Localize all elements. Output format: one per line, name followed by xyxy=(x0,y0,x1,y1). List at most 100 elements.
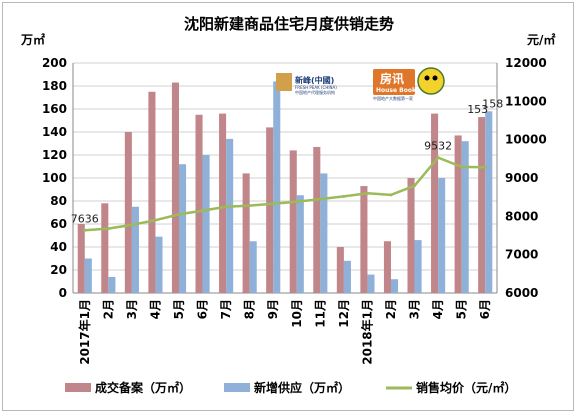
y-right-tick-label: 6000 xyxy=(505,286,538,300)
bar-deals xyxy=(266,127,274,294)
y-left-tick-label: 180 xyxy=(42,79,67,93)
y-right-tick-label: 7000 xyxy=(505,248,538,262)
y-left-tick-label: 20 xyxy=(50,263,67,277)
fresh-peak-logo-en: FRESH PEAK (CHINA) xyxy=(295,85,337,90)
house-book-logo-en: House Book xyxy=(376,87,417,94)
y-right-unit: 元/㎡ xyxy=(527,32,555,47)
price-point xyxy=(295,200,299,204)
bee-eye-left xyxy=(424,75,430,81)
bar-deals xyxy=(242,173,250,293)
x-axis: 2017年1月 2月 3月 4月 5月 6月 7月 8月 9月 10月 11月 12月 2018年1月 2… xyxy=(77,299,492,365)
bar-deals xyxy=(336,247,344,293)
data-label: 7636 xyxy=(71,212,99,225)
chart-svg: 沈阳新建商品住宅月度供销走势 万㎡ 元/㎡ 0 20 40 60 80 100 120 140… xyxy=(20,15,555,395)
chart-frame: 沈阳新建商品住宅月度供销走势 万㎡ 元/㎡ 0 20 40 60 80 100 120 140… xyxy=(2,2,574,411)
y-left-tick-label: 200 xyxy=(42,56,67,70)
bar-supply xyxy=(461,141,469,293)
y-right-tick-label: 11000 xyxy=(505,94,547,108)
bar-deals xyxy=(124,132,132,293)
y-left-tick-label: 120 xyxy=(42,148,67,162)
legend-label-price: 销售均价（元/㎡） xyxy=(416,380,516,395)
price-point xyxy=(389,193,393,197)
y-right-tick-label: 12000 xyxy=(505,56,547,70)
bar-deals xyxy=(360,186,368,293)
legend-swatch-deals xyxy=(65,383,91,392)
bar-supply xyxy=(296,195,304,293)
bars xyxy=(77,81,493,294)
bar-deals xyxy=(431,113,439,293)
x-tick-label: 7月 xyxy=(219,299,233,319)
y-right-tick-label: 8000 xyxy=(505,209,538,223)
fresh-peak-logo: 新峰(中國) FRESH PEAK (CHINA) 中国地产代理服务机构 xyxy=(276,73,337,95)
price-point xyxy=(153,218,157,222)
price-point xyxy=(130,223,134,227)
bar-deals xyxy=(383,241,391,293)
bar-supply xyxy=(343,260,351,293)
bar-supply xyxy=(438,178,446,293)
x-tick-label: 3月 xyxy=(408,299,422,319)
price-point xyxy=(318,197,322,201)
x-tick-label: 2018年1月 xyxy=(359,299,374,365)
fresh-peak-logo-sub: 中国地产代理服务机构 xyxy=(295,89,335,95)
bar-supply xyxy=(108,276,116,293)
x-tick-label: 6月 xyxy=(478,299,492,319)
price-line xyxy=(83,156,487,232)
x-tick-label: 6月 xyxy=(196,299,210,319)
chart-title: 沈阳新建商品住宅月度供销走势 xyxy=(184,15,394,33)
price-point xyxy=(413,184,417,188)
y-left-unit: 万㎡ xyxy=(20,32,45,47)
bar-deals xyxy=(454,135,462,293)
y-left-tick-label: 160 xyxy=(42,102,67,116)
x-tick-label: 8月 xyxy=(243,299,257,319)
bar-deals xyxy=(195,114,203,293)
price-point xyxy=(201,209,205,213)
bee-eye-right xyxy=(432,75,438,81)
price-point xyxy=(365,191,369,195)
x-tick-label: 4月 xyxy=(148,299,162,319)
bar-supply xyxy=(485,111,493,293)
house-book-logo-sub: 中国地产大数据第一家 xyxy=(373,95,413,101)
bar-supply xyxy=(273,81,281,294)
x-tick-label: 2月 xyxy=(384,299,398,319)
bar-deals xyxy=(478,117,486,293)
price-point xyxy=(177,212,181,216)
bee-mascot-icon xyxy=(417,67,445,95)
data-label: 9532 xyxy=(424,140,452,153)
price-line-path xyxy=(84,156,486,232)
y-right-tick-label: 9000 xyxy=(505,171,538,185)
data-label: 153 xyxy=(467,103,488,116)
x-tick-label: 2月 xyxy=(101,299,115,319)
x-tick-label: 10月 xyxy=(290,299,304,328)
y-left-tick-label: 40 xyxy=(50,240,67,254)
bar-supply xyxy=(179,164,187,293)
house-book-logo-box xyxy=(373,69,415,95)
x-tick-label: 12月 xyxy=(337,299,351,328)
y-right-tick-label: 10000 xyxy=(505,133,547,147)
price-point xyxy=(436,156,440,160)
bar-supply xyxy=(131,206,139,293)
bar-supply xyxy=(155,236,163,293)
data-label: 158 xyxy=(482,97,503,110)
legend-label-supply: 新增供应（万㎡） xyxy=(254,380,350,395)
bar-deals xyxy=(77,224,85,293)
bar-deals xyxy=(289,150,297,293)
x-tick-label: 11月 xyxy=(313,299,327,328)
bar-deals xyxy=(219,113,227,293)
legend-swatch-supply xyxy=(224,383,250,392)
price-point xyxy=(271,202,275,206)
bar-supply xyxy=(249,241,257,293)
price-point xyxy=(483,165,487,169)
legend-label-deals: 成交备案（万㎡） xyxy=(95,380,191,395)
fresh-peak-logo-cn: 新峰(中國) xyxy=(295,75,334,85)
x-tick-label: 5月 xyxy=(172,299,186,319)
bar-supply xyxy=(84,258,92,293)
price-point xyxy=(106,227,110,231)
x-tick-label: 9月 xyxy=(266,299,280,319)
bar-supply xyxy=(320,173,328,293)
y-right-axis: 6000 7000 8000 9000 10000 11000 12000 xyxy=(505,56,547,300)
bar-supply xyxy=(226,138,234,293)
y-left-tick-label: 60 xyxy=(50,217,67,231)
house-book-logo: 房讯 House Book 中国地产大数据第一家 xyxy=(373,67,445,101)
fresh-peak-logo-mark xyxy=(276,73,292,91)
